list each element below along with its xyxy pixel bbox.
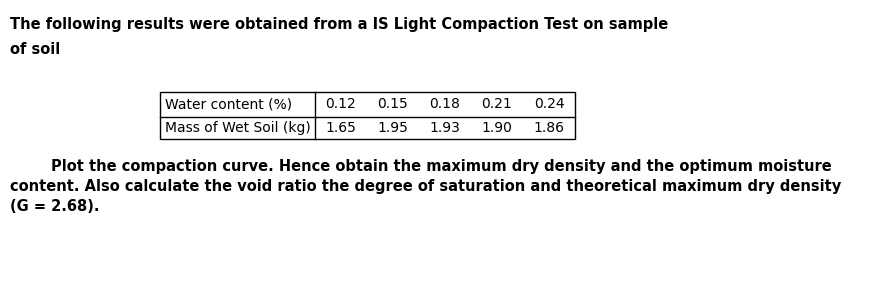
Text: 0.15: 0.15 xyxy=(378,98,408,111)
Text: content. Also calculate the void ratio the degree of saturation and theoretical : content. Also calculate the void ratio t… xyxy=(10,179,841,194)
Text: Mass of Wet Soil (kg): Mass of Wet Soil (kg) xyxy=(165,121,311,135)
Text: of soil: of soil xyxy=(10,42,60,57)
Text: Plot the compaction curve. Hence obtain the maximum dry density and the optimum : Plot the compaction curve. Hence obtain … xyxy=(10,159,832,174)
Text: Water content (%): Water content (%) xyxy=(165,98,292,111)
Text: 1.90: 1.90 xyxy=(481,121,512,135)
Text: 0.24: 0.24 xyxy=(533,98,564,111)
Text: 0.12: 0.12 xyxy=(326,98,357,111)
Text: 0.18: 0.18 xyxy=(429,98,460,111)
Text: 1.86: 1.86 xyxy=(533,121,564,135)
Bar xyxy=(160,92,575,139)
Text: 1.65: 1.65 xyxy=(326,121,357,135)
Text: 1.95: 1.95 xyxy=(378,121,409,135)
Text: (G = 2.68).: (G = 2.68). xyxy=(10,199,100,214)
Text: 1.93: 1.93 xyxy=(429,121,460,135)
Text: The following results were obtained from a IS Light Compaction Test on sample: The following results were obtained from… xyxy=(10,17,668,32)
Text: 0.21: 0.21 xyxy=(481,98,512,111)
